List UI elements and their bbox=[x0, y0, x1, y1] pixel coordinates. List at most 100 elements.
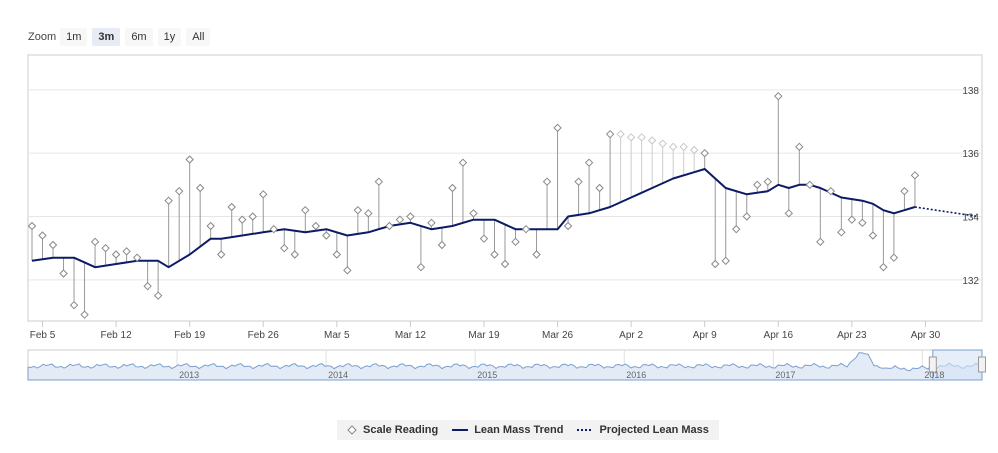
scale-reading-marker bbox=[521, 224, 531, 234]
x-tick-label: Apr 30 bbox=[911, 330, 941, 341]
navigator-left-handle[interactable] bbox=[928, 356, 937, 373]
scale-reading-marker bbox=[847, 215, 857, 224]
x-tick-label: Apr 23 bbox=[837, 330, 867, 341]
scale-reading-marker bbox=[532, 250, 541, 259]
y-tick-label: 132 bbox=[962, 276, 979, 287]
x-tick-label: Mar 26 bbox=[542, 330, 574, 341]
zoom-bar: Zoom 1m 3m 6m 1y All bbox=[28, 27, 215, 47]
zoom-6m-button[interactable]: 6m bbox=[125, 28, 153, 46]
scale-reading-marker bbox=[38, 231, 47, 240]
zoom-1m-button[interactable]: 1m bbox=[60, 28, 88, 46]
scale-reading-marker bbox=[332, 250, 342, 259]
legend-projected-lean-mass-label: Projected Lean Mass bbox=[599, 424, 709, 436]
scale-reading-marker bbox=[59, 269, 68, 278]
scale-reading-marker bbox=[374, 177, 384, 186]
scale-reading-marker bbox=[216, 250, 226, 259]
scale-reading-marker bbox=[174, 186, 184, 196]
navigator-series bbox=[27, 352, 983, 381]
zoom-3m-button[interactable]: 3m bbox=[92, 28, 121, 46]
scale-reading-marker bbox=[574, 177, 583, 186]
navigator-year-label: 2017 bbox=[775, 370, 795, 380]
scale-reading-marker bbox=[238, 215, 247, 224]
scale-reading-marker bbox=[542, 177, 552, 186]
scale-reading-marker bbox=[668, 142, 678, 152]
legend-scale-reading[interactable]: Scale Reading bbox=[347, 424, 438, 436]
scale-reading-marker bbox=[448, 183, 457, 193]
scale-reading-marker bbox=[122, 247, 131, 256]
scale-reading-marker bbox=[858, 218, 867, 228]
scale-reading-marker bbox=[553, 123, 562, 133]
scale-reading-marker bbox=[500, 259, 510, 269]
scale-reading-marker bbox=[805, 180, 815, 190]
scale-reading-marker bbox=[458, 158, 468, 167]
scale-reading-marker bbox=[364, 209, 373, 218]
navigator-selected-range[interactable] bbox=[932, 349, 983, 381]
scale-reading-marker bbox=[290, 250, 299, 259]
y-tick-label: 138 bbox=[962, 86, 979, 97]
scale-reading-marker bbox=[910, 171, 920, 180]
diamond-icon bbox=[347, 425, 357, 435]
zoom-all-button[interactable]: All bbox=[186, 28, 211, 46]
scale-reading-marker bbox=[406, 212, 415, 221]
legend-projected-lean-mass[interactable]: Projected Lean Mass bbox=[577, 424, 709, 436]
scale-reading-marker bbox=[711, 259, 720, 269]
x-tick-label: Feb 19 bbox=[174, 330, 206, 341]
legend-lean-mass-trend[interactable]: Lean Mass Trend bbox=[452, 424, 563, 436]
navigator-right-handle[interactable] bbox=[978, 356, 986, 373]
scale-reading-marker bbox=[280, 243, 289, 253]
scale-reading-marker bbox=[343, 266, 352, 275]
navigator-year-label: 2015 bbox=[477, 370, 497, 380]
navigator[interactable]: 2013 2014 2015 2016 2017 2018 bbox=[27, 349, 986, 381]
scale-reading-marker bbox=[826, 186, 836, 196]
navigator-year-label: 2013 bbox=[179, 370, 199, 380]
scale-reading-marker bbox=[27, 221, 37, 231]
scale-reading-marker bbox=[153, 291, 163, 300]
scale-reading-marker bbox=[679, 142, 688, 152]
scale-reading-marker bbox=[753, 180, 762, 190]
x-tick-label: Feb 26 bbox=[248, 330, 280, 341]
scale-reading-marker bbox=[395, 215, 405, 224]
scale-reading-marker bbox=[689, 145, 699, 155]
zoom-1y-button[interactable]: 1y bbox=[157, 28, 182, 46]
scale-reading-marker bbox=[584, 158, 594, 167]
scale-reading-marker bbox=[143, 281, 152, 291]
scale-reading-marker bbox=[185, 155, 194, 164]
projected-lean-mass-line bbox=[914, 206, 979, 218]
scale-reading-marker bbox=[626, 133, 636, 142]
scale-reading-marker bbox=[637, 133, 646, 142]
scale-reading-marker bbox=[437, 240, 447, 250]
scale-reading-marker bbox=[48, 240, 58, 250]
navigator-year-label: 2014 bbox=[328, 370, 348, 380]
scale-reading-marker bbox=[795, 142, 804, 152]
legend: Scale Reading Lean Mass Trend Projected … bbox=[337, 420, 719, 440]
scale-reading-marker bbox=[647, 136, 657, 145]
scale-reading-marker bbox=[416, 262, 426, 272]
x-tick-label: Mar 12 bbox=[395, 330, 427, 341]
scale-reading-marker bbox=[111, 250, 121, 259]
scale-reading-marker bbox=[563, 221, 573, 231]
zoom-label: Zoom bbox=[28, 31, 57, 43]
scale-reading-marker bbox=[616, 129, 625, 139]
scale-reading-marker bbox=[774, 91, 783, 101]
scale-reading-marker bbox=[322, 231, 331, 240]
scale-reading-marker bbox=[511, 237, 520, 247]
scale-reading-marker bbox=[868, 231, 878, 240]
dotted-line-icon bbox=[577, 429, 594, 431]
scale-reading-marker bbox=[700, 148, 709, 158]
scale-reading-marker bbox=[385, 221, 394, 231]
solid-line-icon bbox=[452, 429, 469, 431]
scale-reading-marker bbox=[469, 209, 478, 218]
scale-reading-marker bbox=[721, 256, 730, 266]
scale-reading-marker bbox=[311, 221, 321, 231]
scale-reading-marker bbox=[69, 300, 79, 310]
scale-reading-marker bbox=[837, 228, 846, 237]
scale-reading-marker bbox=[195, 183, 205, 193]
scale-reading-marker bbox=[353, 205, 363, 215]
x-tick-label: Apr 9 bbox=[693, 330, 717, 341]
scale-reading-marker bbox=[80, 310, 89, 319]
legend-scale-reading-label: Scale Reading bbox=[363, 424, 439, 436]
y-tick-label: 136 bbox=[962, 149, 979, 160]
x-tick-label: Feb 5 bbox=[30, 330, 56, 341]
x-tick-label: Feb 12 bbox=[101, 330, 133, 341]
